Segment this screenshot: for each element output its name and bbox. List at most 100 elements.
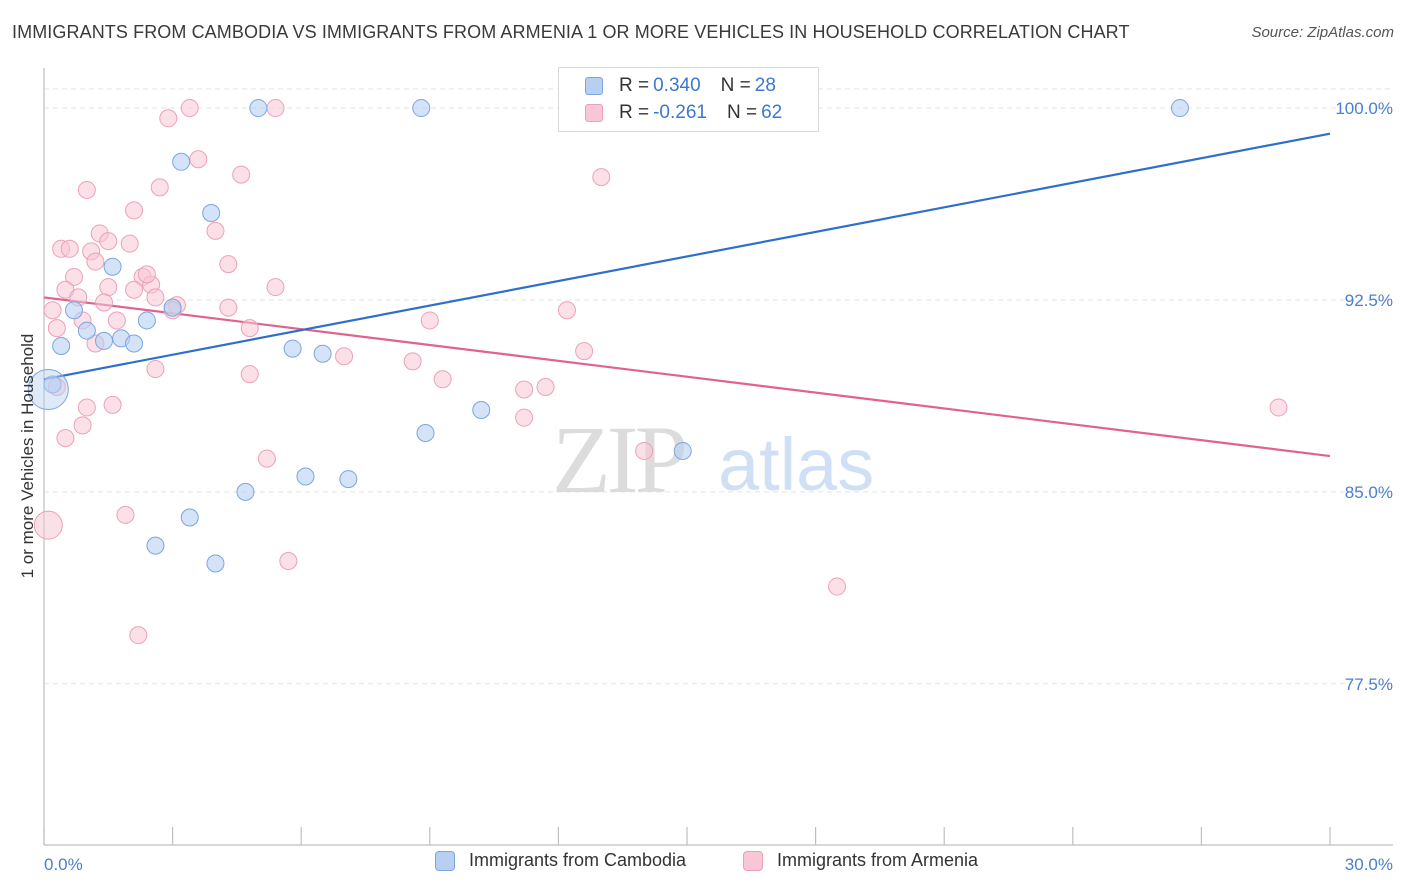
trend-lines <box>43 132 1331 458</box>
data-point-armenia <box>99 278 118 297</box>
data-point-armenia <box>125 201 144 220</box>
data-point-armenia <box>65 267 84 286</box>
data-point-armenia <box>219 298 238 317</box>
x-tick-label: 30.0% <box>1345 855 1393 874</box>
data-point-armenia <box>146 360 165 379</box>
data-point-armenia <box>77 398 96 417</box>
data-point-cambodia <box>52 337 71 356</box>
data-point-cambodia <box>137 311 156 330</box>
data-point-armenia <box>828 577 847 596</box>
data-point-armenia <box>335 347 354 366</box>
data-point-armenia <box>47 319 66 338</box>
data-point-armenia <box>180 99 199 118</box>
data-point-armenia <box>120 234 139 253</box>
data-point-armenia <box>43 301 62 320</box>
data-point-armenia <box>107 311 126 330</box>
data-point-armenia <box>232 165 251 184</box>
legend-swatch-cambodia <box>585 77 603 95</box>
watermark-zip: ZIP <box>552 406 685 513</box>
data-point-cambodia <box>125 334 144 353</box>
bottom-legend-cambodia: Immigrants from Cambodia <box>435 850 686 871</box>
data-point-cambodia <box>283 339 302 358</box>
data-point-armenia <box>433 370 452 389</box>
legend-r-label: R = <box>619 102 650 123</box>
data-point-cambodia <box>95 331 114 350</box>
data-point-armenia <box>146 288 165 307</box>
data-point-armenia <box>557 301 576 320</box>
data-point-cambodia <box>1170 99 1189 118</box>
data-point-armenia <box>86 252 105 271</box>
data-point-cambodia <box>673 441 692 460</box>
y-tick-label: 77.5% <box>1345 675 1393 694</box>
legend-row-armenia: R = -0.261 N = 62 <box>585 100 782 126</box>
data-point-cambodia <box>172 152 191 171</box>
data-point-armenia <box>189 150 208 169</box>
data-point-armenia <box>125 280 144 299</box>
data-point-armenia <box>592 168 611 187</box>
series-cambodia <box>27 99 1189 573</box>
y-tick-label: 100.0% <box>1335 99 1393 118</box>
axes <box>43 68 1393 846</box>
data-point-cambodia <box>27 369 69 411</box>
data-point-armenia <box>515 408 534 427</box>
tick-labels: 100.0% 92.5% 85.0% 77.5% 0.0% 30.0% <box>44 99 1393 874</box>
data-point-armenia <box>279 551 298 570</box>
data-point-armenia <box>257 449 276 468</box>
data-point-cambodia <box>296 467 315 486</box>
legend-r-value: 0.340 <box>653 75 701 96</box>
data-point-armenia <box>420 311 439 330</box>
data-point-armenia <box>159 109 178 128</box>
data-point-cambodia <box>77 321 96 340</box>
data-point-cambodia <box>146 536 165 555</box>
data-point-cambodia <box>249 99 268 118</box>
data-point-armenia <box>635 441 654 460</box>
watermark: ZIP atlas <box>552 406 874 513</box>
data-point-armenia <box>266 278 285 297</box>
data-point-armenia <box>240 319 259 338</box>
data-point-armenia <box>56 429 75 448</box>
data-point-cambodia <box>43 375 62 394</box>
legend-r-value: -0.261 <box>653 102 707 123</box>
legend-row-cambodia: R = 0.340 N = 28 <box>585 73 776 99</box>
data-point-armenia <box>266 99 285 118</box>
data-point-armenia <box>77 180 96 199</box>
y-axis-label: 1 or more Vehicles in Household <box>18 333 37 579</box>
data-point-armenia <box>116 505 135 524</box>
legend-swatch-armenia <box>585 104 603 122</box>
data-point-armenia <box>150 178 169 197</box>
data-point-cambodia <box>339 470 358 489</box>
data-point-cambodia <box>313 344 332 363</box>
chart-title: IMMIGRANTS FROM CAMBODIA VS IMMIGRANTS F… <box>12 22 1130 42</box>
data-point-armenia <box>129 626 148 645</box>
bottom-legend-swatch-cambodia <box>435 850 455 871</box>
bottom-legend-label-armenia: Immigrants from Armenia <box>777 850 979 870</box>
data-point-cambodia <box>163 298 182 317</box>
data-point-armenia <box>33 510 63 540</box>
bottom-legend-label-cambodia: Immigrants from Cambodia <box>469 850 687 870</box>
data-point-armenia <box>403 352 422 371</box>
series-armenia <box>33 99 1288 645</box>
data-point-cambodia <box>65 301 84 320</box>
data-point-cambodia <box>180 508 199 527</box>
data-point-armenia <box>73 416 92 435</box>
data-point-armenia <box>206 221 225 240</box>
trend-line-cambodia <box>43 132 1331 381</box>
x-tick-label: 0.0% <box>44 855 83 874</box>
data-point-armenia <box>575 342 594 361</box>
data-point-cambodia <box>416 424 435 443</box>
data-point-cambodia <box>103 257 122 276</box>
legend-n-value: 28 <box>754 75 776 96</box>
data-point-cambodia <box>202 203 221 222</box>
data-point-armenia <box>515 380 534 399</box>
y-tick-label: 92.5% <box>1345 291 1393 310</box>
data-point-cambodia <box>412 99 431 118</box>
data-point-armenia <box>60 239 79 258</box>
bottom-legend-armenia: Immigrants from Armenia <box>743 850 978 871</box>
correlation-legend: R = 0.340 N = 28 R = -0.261 N = 62 <box>558 67 819 132</box>
data-point-armenia <box>95 293 114 312</box>
data-point-armenia <box>240 365 259 384</box>
data-point-cambodia <box>236 482 255 501</box>
data-point-armenia <box>99 232 118 251</box>
source-credit: Source: ZipAtlas.com <box>1251 24 1394 41</box>
